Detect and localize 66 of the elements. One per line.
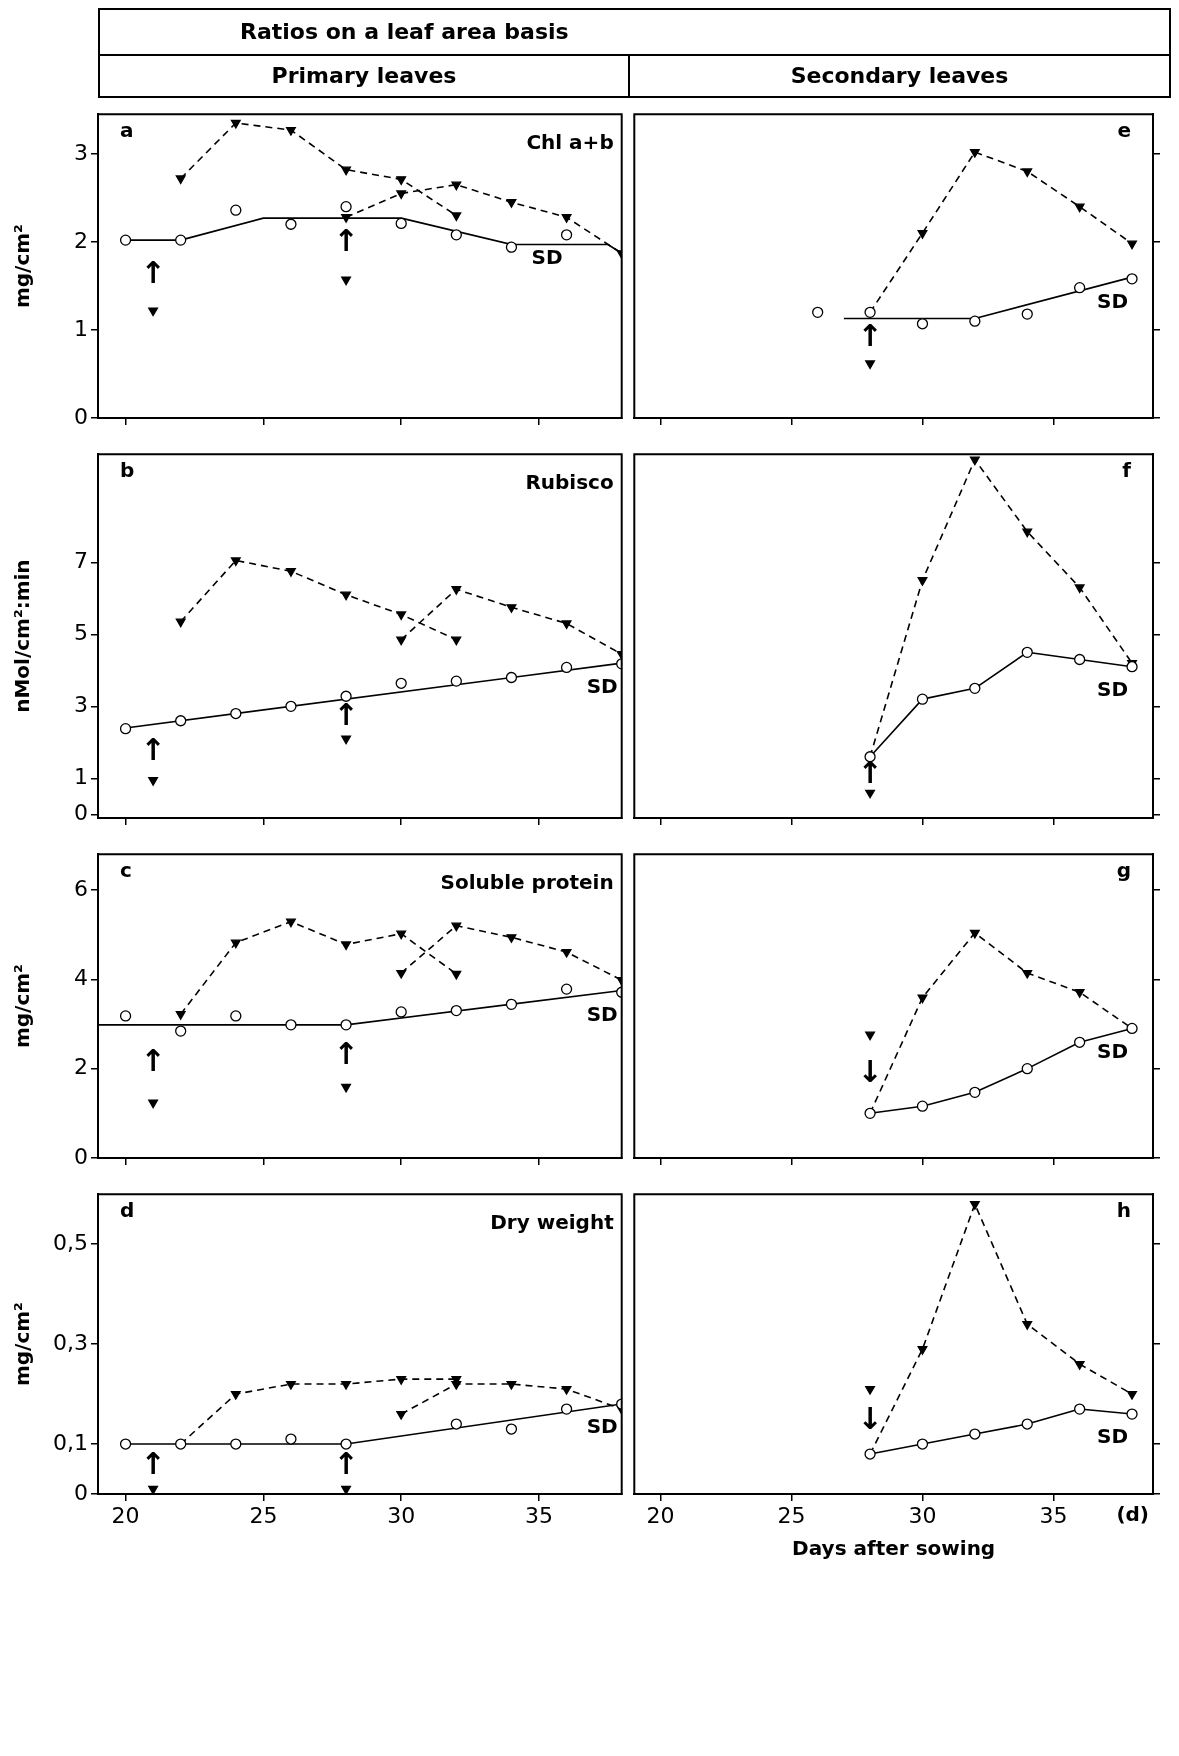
- series-label: SD: [1097, 1038, 1129, 1063]
- annotation: ↑: [333, 1035, 359, 1071]
- chart-subtitle: Primary leaves: [100, 56, 630, 96]
- y-tick-label: 3: [74, 139, 88, 165]
- annotation: a: [120, 118, 134, 143]
- y-tick-label: 0,1: [53, 1429, 88, 1455]
- annotation: ↑: [333, 697, 359, 733]
- annotation: g: [1116, 858, 1131, 883]
- y-axis-title: mg/cm²: [10, 224, 35, 309]
- y-tick-label: 4: [74, 965, 88, 991]
- series-label: SD: [586, 1414, 618, 1439]
- annotation: Soluble protein: [440, 870, 614, 895]
- y-axis-title: mg/cm²: [10, 964, 35, 1049]
- annotation: ↑: [140, 1042, 166, 1078]
- y-tick-label: 5: [74, 620, 88, 646]
- annotation: ↑: [333, 1446, 359, 1482]
- annotation: ↑: [140, 732, 166, 768]
- y-tick-label: 0: [74, 1479, 88, 1505]
- y-tick-label: 0: [74, 1143, 88, 1169]
- series-label: SD: [531, 245, 563, 270]
- x-tick-label: 20: [646, 1502, 675, 1528]
- series-label: SD: [1097, 676, 1129, 701]
- x-tick-label: 25: [777, 1502, 806, 1528]
- annotation: ↓: [857, 1401, 883, 1437]
- x-tick-label: 30: [908, 1502, 937, 1528]
- x-tick-label: 30: [387, 1502, 416, 1528]
- annotation: b: [120, 458, 135, 483]
- x-tick-label: 20: [111, 1502, 140, 1528]
- annotation: f: [1122, 458, 1132, 483]
- annotation: Dry weight: [490, 1210, 615, 1235]
- x-axis-title: Days after sowing: [792, 1536, 996, 1561]
- annotation: d: [120, 1198, 135, 1223]
- y-axis-title: mg/cm²: [10, 1302, 35, 1387]
- chart-title: Ratios on a leaf area basis: [98, 8, 1171, 54]
- y-tick-label: 1: [74, 764, 88, 790]
- annotation: ↑: [140, 1446, 166, 1482]
- annotation: ↑: [333, 223, 359, 258]
- annotation: Rubisco: [525, 470, 614, 495]
- y-tick-label: 1: [74, 315, 88, 341]
- annotation: ↓: [857, 1053, 883, 1089]
- annotation: c: [120, 858, 132, 883]
- series-label: SD: [1097, 289, 1129, 314]
- y-axis-title: nMol/cm²:min: [10, 559, 35, 713]
- legend-label: SD: [1097, 1424, 1129, 1449]
- y-tick-label: 0,5: [53, 1229, 88, 1255]
- annotation: ↑: [140, 255, 166, 291]
- x-tick-label: 25: [249, 1502, 278, 1528]
- y-tick-label: 2: [74, 1054, 88, 1080]
- annotation: h: [1116, 1198, 1131, 1223]
- series-label: SD: [586, 1002, 618, 1027]
- y-tick-label: 3: [74, 692, 88, 718]
- x-tick-label: 35: [1039, 1502, 1068, 1528]
- annotation: Chl a+b: [526, 130, 614, 155]
- y-tick-label: 0: [74, 403, 88, 429]
- annotation: ↑: [857, 317, 883, 353]
- x-tick-label: 35: [525, 1502, 554, 1528]
- y-tick-label: 0,3: [53, 1329, 88, 1355]
- y-tick-label: 7: [74, 547, 88, 573]
- chart-subtitle: Secondary leaves: [789, 62, 1010, 90]
- y-tick-label: 2: [74, 227, 88, 253]
- annotation: ↑: [857, 754, 883, 790]
- series-label: SD: [586, 674, 618, 699]
- y-tick-label: 6: [74, 875, 88, 901]
- annotation: e: [1117, 118, 1131, 143]
- y-tick-label: 0: [74, 800, 88, 826]
- text: (d): [1116, 1502, 1149, 1527]
